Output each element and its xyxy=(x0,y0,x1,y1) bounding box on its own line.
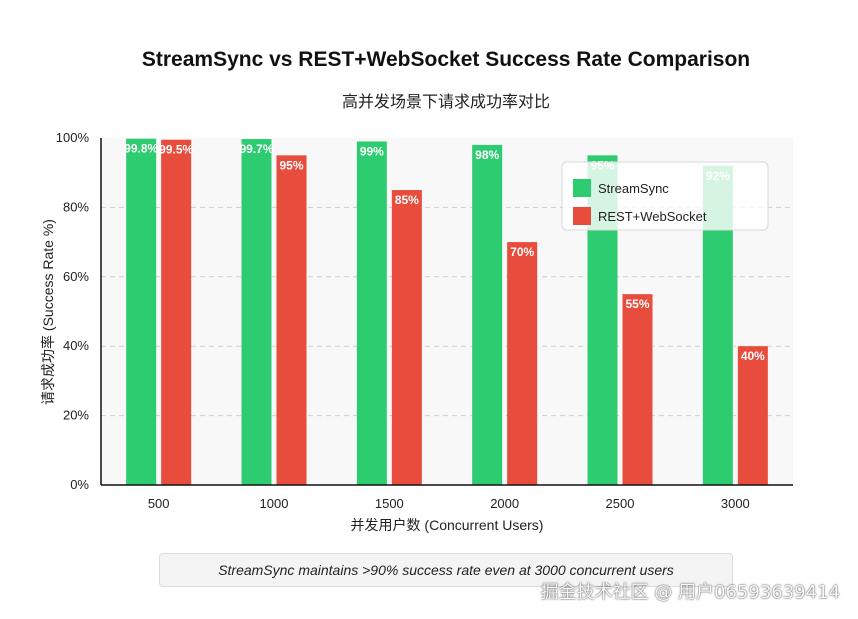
bar-streamsync xyxy=(126,138,157,485)
bar-streamsync xyxy=(241,139,272,485)
bar-rest-websocket xyxy=(507,242,538,485)
note-text: StreamSync maintains >90% success rate e… xyxy=(218,562,674,578)
x-tick-label: 2000 xyxy=(490,496,519,511)
legend-label-rest-websocket: REST+WebSocket xyxy=(598,209,707,224)
legend-label-streamsync: StreamSync xyxy=(598,181,669,196)
x-tick-label: 500 xyxy=(148,496,170,511)
bar-value-label: 55% xyxy=(625,297,649,311)
x-tick-label: 1500 xyxy=(375,496,404,511)
bar-rest-websocket xyxy=(161,139,192,486)
legend-swatch-rest-websocket xyxy=(573,207,591,225)
bar-value-label: 98% xyxy=(475,148,499,162)
bar-value-label: 70% xyxy=(510,245,534,259)
bar-rest-websocket xyxy=(391,190,422,486)
legend-box xyxy=(561,161,769,231)
bar-rest-websocket xyxy=(622,294,653,485)
watermark: 掘金技术社区 @ 用户06593639414 xyxy=(540,582,840,603)
bar-value-label: 40% xyxy=(741,349,765,363)
y-ticks: 0% 20% 40% 60% 80% 100% xyxy=(56,130,90,492)
bar-value-label: 99% xyxy=(360,144,384,158)
y-tick-label: 60% xyxy=(63,269,89,284)
x-tick-label: 2500 xyxy=(606,496,635,511)
legend-swatch-streamsync xyxy=(573,179,591,197)
y-tick-label: 20% xyxy=(63,408,89,423)
bar-rest-websocket xyxy=(276,155,307,485)
bar-streamsync xyxy=(356,141,387,485)
chart-subtitle: 高并发场景下请求成功率对比 xyxy=(341,92,550,111)
bar-value-label: 95% xyxy=(279,158,303,172)
bar-value-label: 99.7% xyxy=(239,142,273,156)
bar-rest-websocket xyxy=(737,346,768,485)
bar-value-label: 85% xyxy=(395,193,419,207)
x-tick-label: 3000 xyxy=(721,496,750,511)
x-ticks: 500 1000 1500 2000 2500 3000 xyxy=(148,496,750,511)
bar-value-label: 99.5% xyxy=(159,143,193,157)
chart-title: StreamSync vs REST+WebSocket Success Rat… xyxy=(141,48,751,71)
y-tick-label: 0% xyxy=(70,477,89,492)
y-tick-label: 40% xyxy=(63,338,89,353)
y-tick-label: 80% xyxy=(63,199,89,214)
legend: StreamSync REST+WebSocket xyxy=(561,161,769,231)
note-box: StreamSync maintains >90% success rate e… xyxy=(159,553,733,587)
x-tick-label: 1000 xyxy=(260,496,289,511)
bars: 99.8%99.5%99.7%95%99%85%98%70%95%55%92%4… xyxy=(124,138,768,486)
x-axis-label: 并发用户数 (Concurrent Users) xyxy=(351,517,544,533)
y-axis-label: 请求成功率 (Success Rate %) xyxy=(40,219,56,405)
y-tick-label: 100% xyxy=(56,130,90,145)
bar-streamsync xyxy=(472,144,503,485)
bar-value-label: 99.8% xyxy=(124,142,158,156)
